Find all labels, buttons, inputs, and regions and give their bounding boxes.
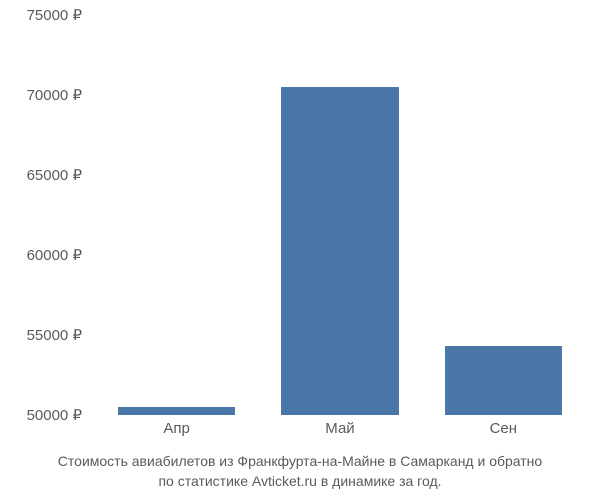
bar xyxy=(281,87,399,415)
y-tick-label: 65000 ₽ xyxy=(27,166,82,184)
bar xyxy=(118,407,236,415)
y-tick-label: 70000 ₽ xyxy=(27,86,82,104)
x-tick-label: Сен xyxy=(490,420,517,437)
bar xyxy=(445,346,563,415)
y-tick-label: 55000 ₽ xyxy=(27,326,82,344)
x-tick-label: Апр xyxy=(163,420,189,437)
caption-line-2: по статистике Avticket.ru в динамике за … xyxy=(10,472,590,492)
chart-caption: Стоимость авиабилетов из Франкфурта-на-М… xyxy=(0,452,600,491)
bars-container xyxy=(95,15,585,415)
chart-plot-area xyxy=(95,15,585,415)
x-axis: Апр Май Сен xyxy=(95,420,585,445)
y-tick-label: 60000 ₽ xyxy=(27,246,82,264)
x-tick-label: Май xyxy=(325,420,354,437)
caption-line-1: Стоимость авиабилетов из Франкфурта-на-М… xyxy=(10,452,590,472)
y-tick-label: 50000 ₽ xyxy=(27,406,82,424)
y-axis: 50000 ₽55000 ₽60000 ₽65000 ₽70000 ₽75000… xyxy=(0,15,90,415)
y-tick-label: 75000 ₽ xyxy=(27,6,82,24)
